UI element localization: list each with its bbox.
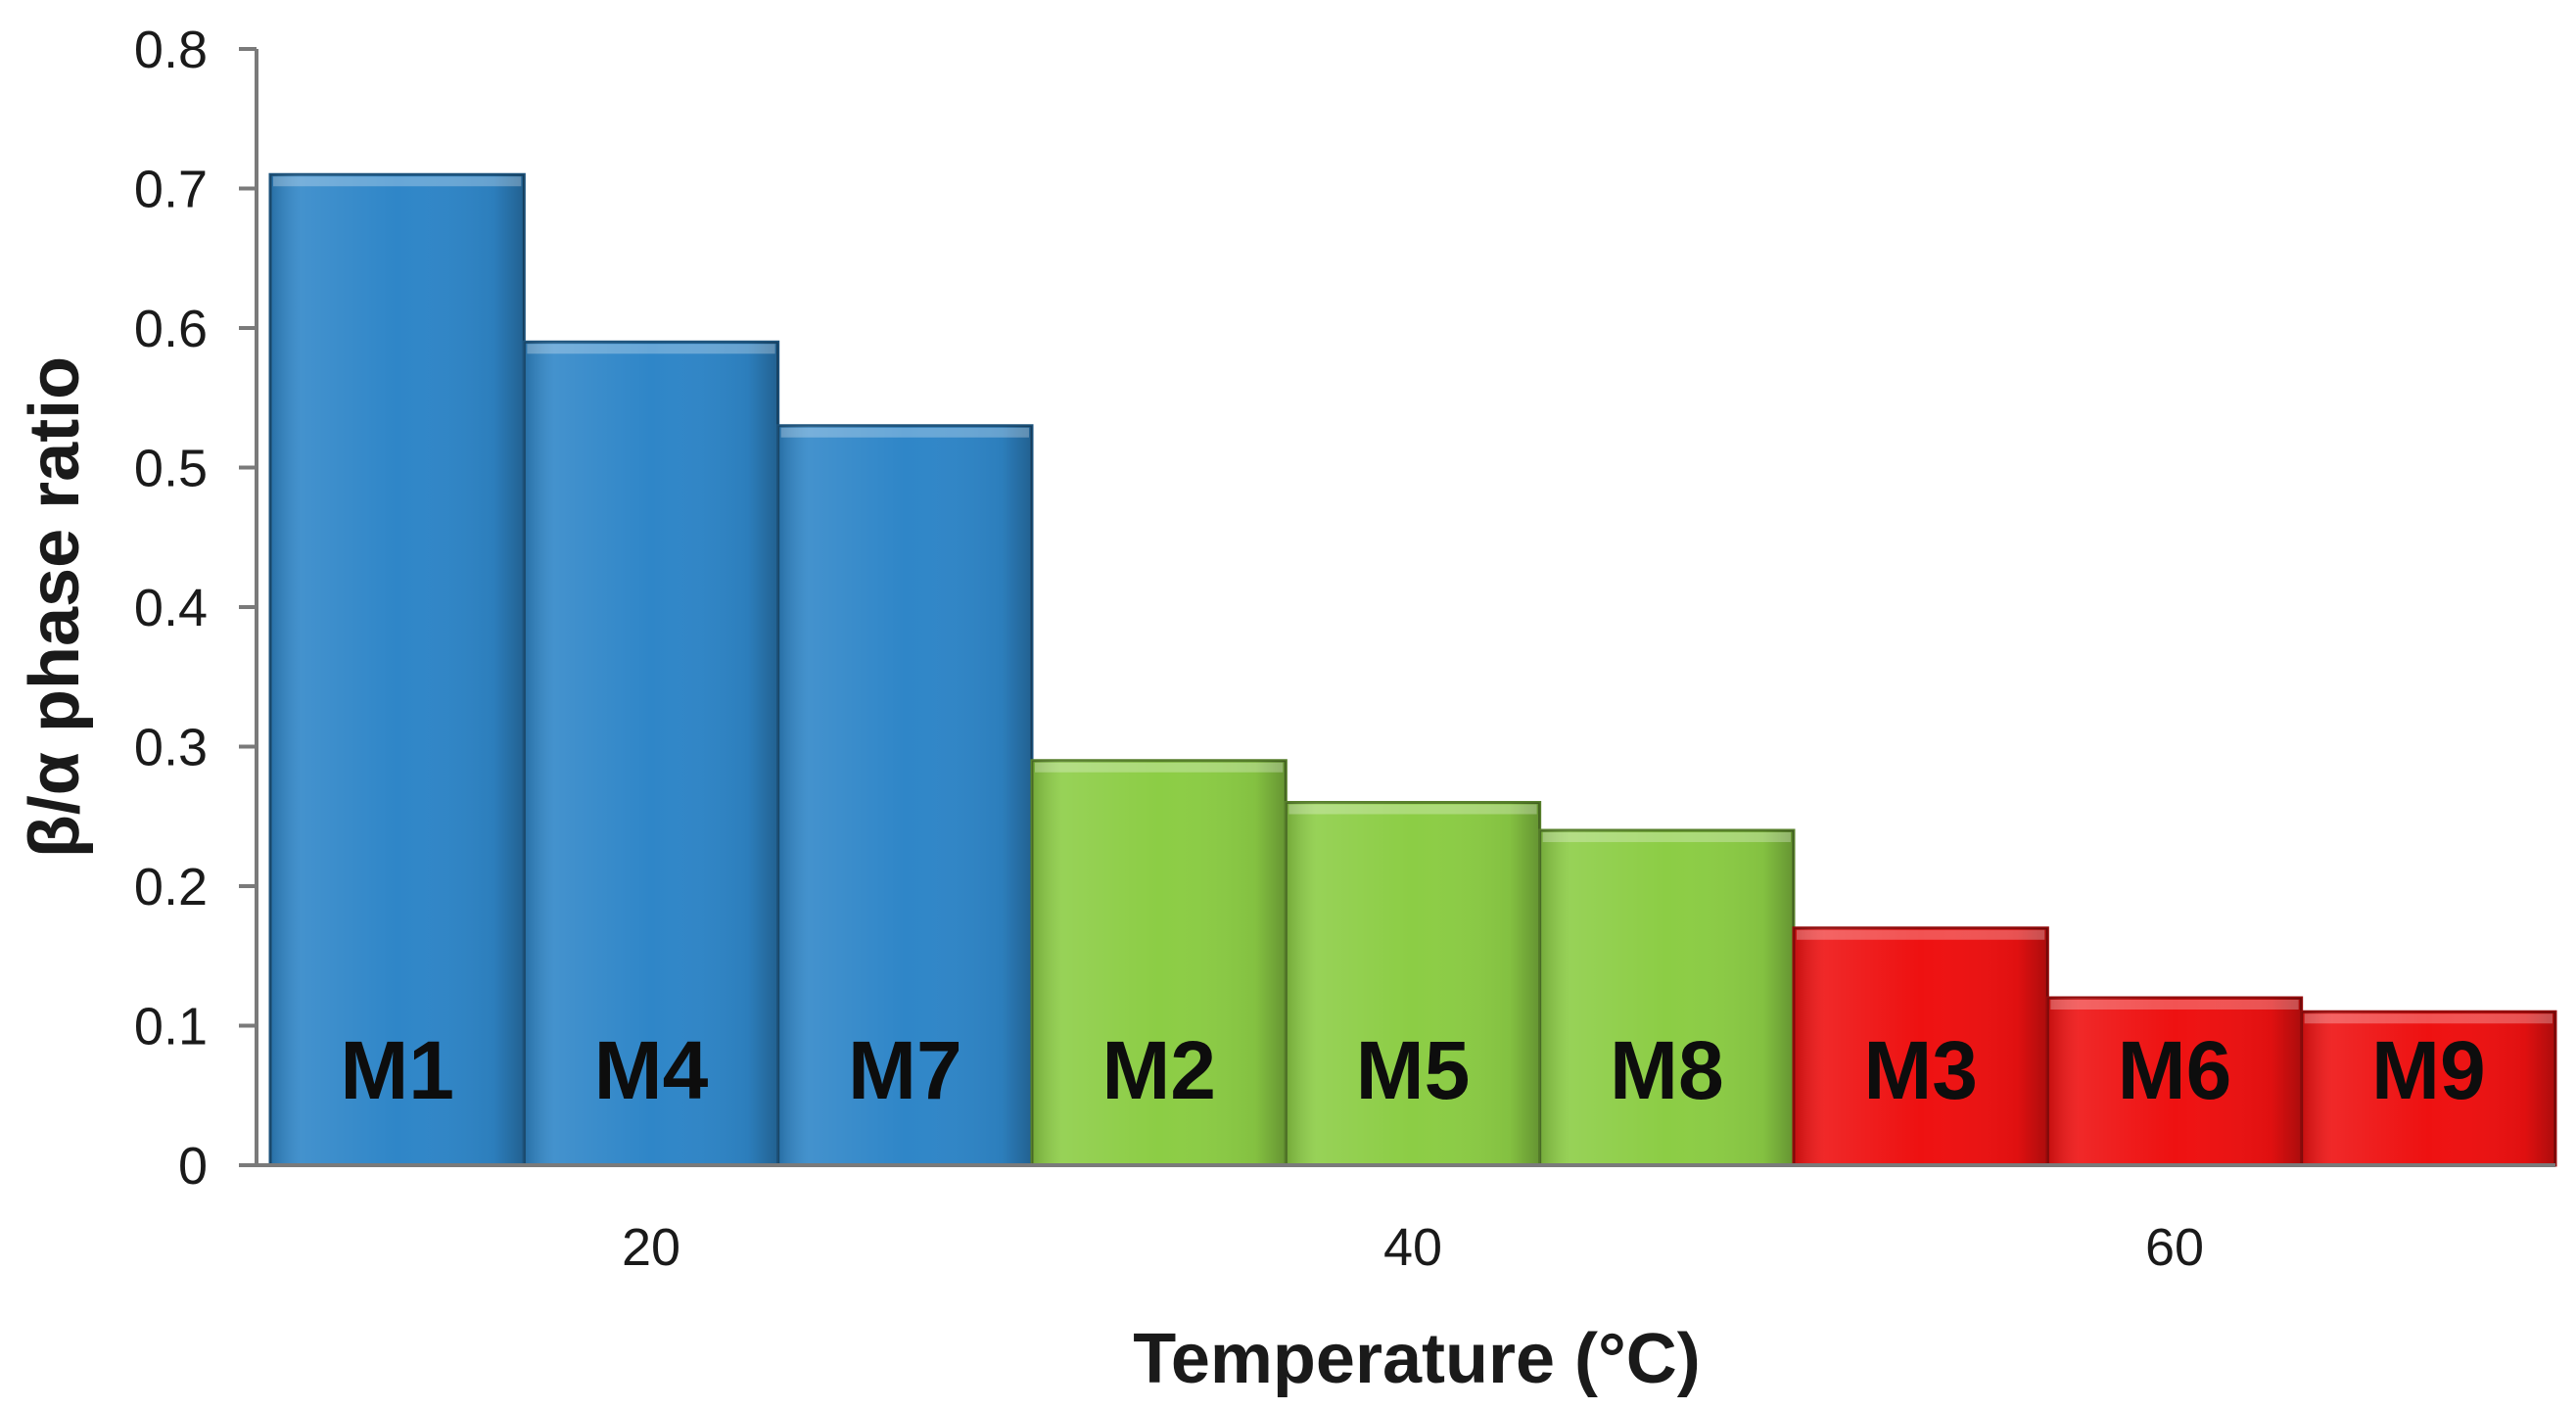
bar-label: M1	[340, 1024, 454, 1116]
y-axis-title: β/α phase ratio	[16, 356, 94, 858]
bar-top-highlight	[1035, 762, 1284, 773]
bar-top-highlight	[2304, 1013, 2553, 1024]
bar-label: M3	[1863, 1024, 1978, 1116]
bar-top-highlight	[1288, 804, 1537, 815]
bar-label: M6	[2118, 1024, 2232, 1116]
x-ticks: 20 40 60	[622, 1218, 2204, 1277]
y-tick-label: 0.1	[134, 998, 208, 1057]
bar-m8: M8	[1538, 828, 1796, 1167]
bar-shade	[2301, 1011, 2555, 1165]
bar-shade	[524, 342, 778, 1165]
bar-m7: M7	[776, 424, 1034, 1167]
bar-m6: M6	[2045, 996, 2304, 1167]
bar-shade	[1286, 802, 1540, 1165]
bar-label: M5	[1356, 1024, 1471, 1116]
bar-shade	[1539, 830, 1794, 1165]
bar-shade	[270, 174, 525, 1165]
bar-top-highlight	[2050, 1000, 2299, 1010]
y-tick-label: 0.6	[134, 300, 208, 358]
bar-top-highlight	[273, 176, 522, 187]
bar-label: M9	[2371, 1024, 2486, 1116]
bar-shade	[2047, 998, 2302, 1165]
bar-m5: M5	[1284, 801, 1542, 1167]
bar-top-highlight	[1797, 929, 2045, 940]
y-tick-label: 0.3	[134, 719, 208, 777]
bar-m2: M2	[1030, 759, 1288, 1167]
bar-m9: M9	[2300, 1010, 2557, 1167]
x-axis-title: Temperature (°C)	[1133, 1320, 1701, 1398]
x-tick-label: 40	[1383, 1218, 1442, 1277]
bar-shade	[1794, 927, 2048, 1165]
y-tick-label: 0.4	[134, 579, 208, 637]
bar-m1: M1	[268, 172, 526, 1167]
bar-top-highlight	[1542, 832, 1791, 842]
y-tick-label: 0.7	[134, 161, 208, 219]
y-tick-label: 0	[178, 1137, 208, 1196]
bar-top-highlight	[527, 344, 775, 354]
bar-label: M2	[1101, 1024, 1216, 1116]
bars-layer: M1 M4 M7 M2 M5 M8 M3 M6 M9	[268, 172, 2557, 1167]
bar-label: M4	[594, 1024, 709, 1116]
y-tick-label: 0.2	[134, 858, 208, 916]
bar-shade	[1032, 760, 1287, 1165]
bar-label: M8	[1610, 1024, 1724, 1116]
y-tick-label: 0.8	[134, 21, 208, 79]
x-tick-label: 60	[2145, 1218, 2204, 1277]
y-tick-label: 0.5	[134, 440, 208, 498]
bar-m4: M4	[522, 340, 780, 1167]
y-ticks: 0 0.1 0.2 0.3 0.4 0.5 0.6 0.7 0.8	[134, 21, 257, 1196]
bar-shade	[777, 425, 1032, 1165]
x-tick-label: 20	[622, 1218, 680, 1277]
bar-label: M7	[848, 1024, 962, 1116]
bar-m3: M3	[1792, 926, 2049, 1167]
bar-top-highlight	[780, 427, 1029, 438]
